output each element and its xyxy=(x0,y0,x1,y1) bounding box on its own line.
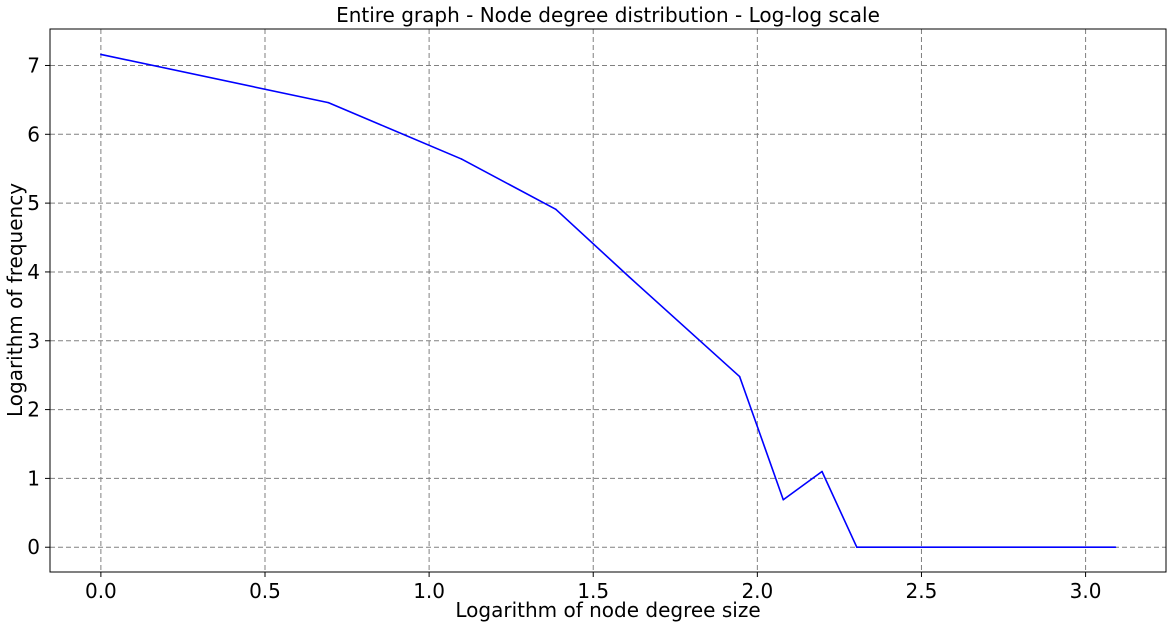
x-axis-title: Logarithm of node degree size xyxy=(455,598,760,622)
y-tick-label: 3 xyxy=(27,329,40,353)
data-point xyxy=(738,375,741,378)
y-tick-label: 6 xyxy=(27,122,40,146)
y-tick-label: 2 xyxy=(27,398,40,422)
plot-frame xyxy=(49,28,1167,573)
chart-title: Entire graph - Node degree distribution … xyxy=(336,3,880,27)
data-point xyxy=(100,53,102,56)
y-tick-label: 4 xyxy=(27,260,40,284)
y-tick-label: 0 xyxy=(27,535,40,559)
y-axis-ticks: 0 1 2 3 4 5 6 7 xyxy=(27,53,50,559)
x-tick-label: 1.0 xyxy=(413,579,445,603)
y-axis-title: Logarithm of frequency xyxy=(3,183,27,417)
data-point xyxy=(460,158,463,160)
data-point xyxy=(821,470,823,473)
data-point xyxy=(1114,546,1117,549)
y-tick-label: 5 xyxy=(27,191,40,215)
x-tick-label: 2.5 xyxy=(906,579,938,603)
x-tick-label: 3.0 xyxy=(1070,579,1102,603)
x-axis-ticks: 0.0 0.5 1.0 1.5 2.0 2.5 3.0 xyxy=(85,572,1102,603)
series-line-0 xyxy=(100,53,1116,549)
x-tick-label: 0.0 xyxy=(85,579,117,603)
y-tick-label: 7 xyxy=(27,53,40,77)
x-tick-label: 0.5 xyxy=(249,579,281,603)
y-tick-label: 1 xyxy=(27,466,40,490)
data-point xyxy=(628,275,630,278)
x-tick-label: 2.0 xyxy=(741,579,773,603)
series-layer xyxy=(100,53,1117,549)
data-point xyxy=(555,208,557,211)
data-point xyxy=(327,101,330,104)
data-point xyxy=(782,498,785,501)
data-point xyxy=(856,546,858,549)
x-tick-label: 1.5 xyxy=(577,579,609,603)
